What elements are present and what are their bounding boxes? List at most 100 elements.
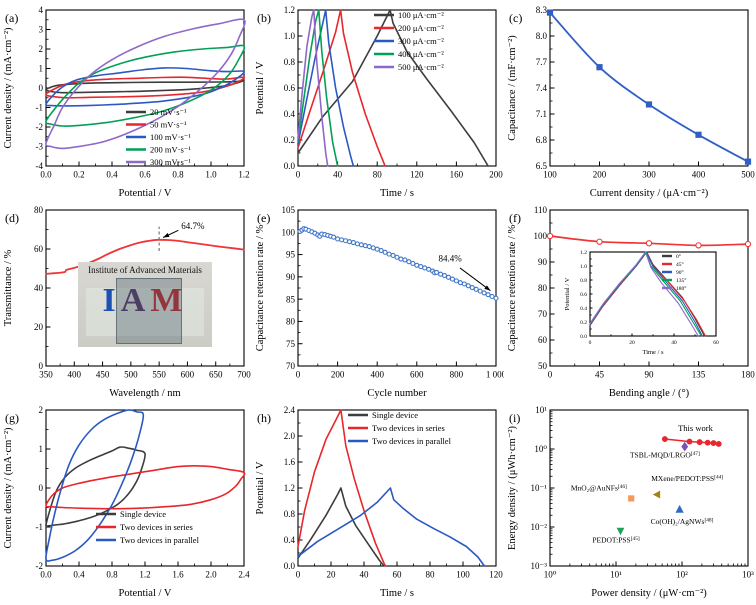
svg-text:0: 0 [296, 570, 301, 580]
svg-text:Potential / V: Potential / V [255, 61, 266, 114]
axes: 100 200 300 400 500 6.5 6.8 7.1 7.4 7.7 8.0 8.3 [536, 5, 756, 179]
svg-text:Energy density / (μWh·cm⁻²): Energy density / (μWh·cm⁻²) [507, 425, 518, 550]
svg-text:20: 20 [629, 340, 635, 346]
svg-text:400: 400 [692, 170, 706, 180]
svg-text:85: 85 [286, 294, 296, 304]
chart-h: 0 20 40 60 80 100 120 0.0 0.4 0.8 1.2 1.6 2.0 2.4 Time… [255, 405, 503, 599]
chart-f-bending-svg: 0 45 90 135 180 50 60 70 80 90 100 110 Bending angle… [507, 205, 755, 399]
svg-text:6.8: 6.8 [536, 135, 548, 145]
svg-text:TSBL-MQD/LRGO[47]: TSBL-MQD/LRGO[47] [630, 451, 700, 460]
svg-text:1.2: 1.2 [284, 5, 295, 15]
series-areal capacitance [546, 9, 752, 165]
svg-text:2.0: 2.0 [205, 570, 217, 580]
svg-text:200 μA·cm⁻²: 200 μA·cm⁻² [398, 23, 444, 33]
svg-text:200: 200 [593, 170, 607, 180]
svg-text:800: 800 [450, 370, 464, 380]
svg-text:400: 400 [68, 370, 82, 380]
svg-text:40: 40 [34, 283, 44, 293]
series-capacitance retention [297, 226, 499, 301]
svg-text:Time / s: Time / s [380, 188, 414, 199]
svg-text:(a): (a) [5, 11, 18, 25]
svg-text:40: 40 [360, 570, 370, 580]
svg-text:(b): (b) [257, 11, 271, 25]
svg-text:0: 0 [296, 370, 301, 380]
svg-text:1.2: 1.2 [139, 570, 150, 580]
chart-inset: 0 20 40 60 0.0 0.2 0.4 0.6 0.8 1.0 1.2 Time / s Pote… [564, 250, 719, 356]
svg-text:-4: -4 [36, 161, 44, 171]
series-50 mV·s⁻¹ [45, 76, 246, 99]
svg-text:1 000: 1 000 [486, 370, 504, 380]
svg-text:100: 100 [534, 231, 548, 241]
svg-text:70: 70 [286, 361, 296, 371]
svg-text:90: 90 [645, 370, 655, 380]
svg-text:(f): (f) [509, 211, 521, 225]
chart-b-gcd-svg: 0 40 80 120 160 200 0.0 0.2 0.4 0.6 0.8 1.0 1.2 Time … [255, 5, 503, 199]
svg-text:Two devices in parallel: Two devices in parallel [120, 535, 200, 545]
svg-text:2: 2 [39, 44, 44, 54]
svg-text:200: 200 [331, 370, 345, 380]
chart-h-gcd-devices-svg: 0 20 40 60 80 100 120 0.0 0.4 0.8 1.2 1.6 2.0 2.4 Time… [255, 405, 503, 599]
svg-text:0: 0 [589, 340, 592, 346]
panel-a-cv-scan-rates: 0.0 0.2 0.4 0.6 0.8 1.0 1.2 -4 -3 -2 -1 0 1 2 3 4 Potent… [0, 0, 252, 200]
panel-c-capacitance-vs-current: 100 200 300 400 500 6.5 6.8 7.1 7.4 7.7 8.0 8.3 Curr… [504, 0, 756, 200]
svg-text:1.2: 1.2 [284, 483, 295, 493]
axes: 0.0 0.4 0.8 1.2 1.6 2.0 2.4 -2 -1 0 1 2 [36, 405, 251, 579]
iam-photo-inset: Institute of Advanced Materials IAM [78, 262, 212, 347]
chart-c: 100 200 300 400 500 6.5 6.8 7.1 7.4 7.7 8.0 8.3 Curr… [507, 5, 755, 199]
svg-text:0.2: 0.2 [580, 320, 587, 326]
svg-text:650: 650 [209, 370, 223, 380]
panel-h-gcd-device-combinations: 0 20 40 60 80 100 120 0.0 0.4 0.8 1.2 1.6 2.0 2.4 Time… [252, 400, 504, 602]
svg-text:1: 1 [39, 64, 44, 74]
svg-text:8.3: 8.3 [536, 5, 548, 15]
svg-text:20: 20 [327, 570, 337, 580]
legend: Single device Two devices in series Two de… [348, 410, 452, 446]
svg-text:100: 100 [282, 227, 296, 237]
panel-g-cv-device-combinations: 0.0 0.4 0.8 1.2 1.6 2.0 2.4 -2 -1 0 1 2 Potential / … [0, 400, 252, 602]
svg-text:80: 80 [286, 317, 296, 327]
svg-text:300: 300 [642, 170, 656, 180]
svg-text:80: 80 [426, 570, 436, 580]
svg-text:0.4: 0.4 [73, 570, 85, 580]
series-200 μA·cm⁻² [297, 9, 386, 167]
iam-letter-i: I [102, 282, 121, 319]
series-500 μA·cm⁻² [297, 9, 329, 167]
chart-c-capacitance-svg: 100 200 300 400 500 6.5 6.8 7.1 7.4 7.7 8.0 8.3 Curr… [507, 5, 755, 199]
series-200 mV·s⁻¹ [45, 44, 246, 127]
svg-text:0.4: 0.4 [284, 535, 296, 545]
svg-text:700: 700 [237, 370, 251, 380]
svg-text:(h): (h) [257, 411, 271, 425]
svg-text:105: 105 [282, 205, 296, 215]
svg-text:-1: -1 [36, 522, 44, 532]
svg-text:100 mV·s⁻¹: 100 mV·s⁻¹ [150, 132, 191, 142]
svg-text:64.7%: 64.7% [181, 221, 205, 231]
svg-text:-2: -2 [36, 561, 44, 571]
svg-text:350: 350 [39, 370, 53, 380]
svg-text:Transmittance / %: Transmittance / % [3, 249, 14, 326]
svg-text:Time / s: Time / s [642, 349, 664, 356]
svg-text:0°: 0° [676, 253, 681, 260]
svg-text:(g): (g) [5, 411, 19, 425]
svg-text:7.1: 7.1 [536, 109, 547, 119]
glass-slide [86, 288, 204, 336]
svg-text:0.6: 0.6 [580, 292, 587, 298]
iam-letter-a: A [120, 282, 151, 319]
svg-text:10⁻¹: 10⁻¹ [531, 483, 548, 493]
svg-text:0.6: 0.6 [139, 170, 151, 180]
svg-text:(i): (i) [509, 411, 520, 425]
svg-text:0.0: 0.0 [40, 570, 52, 580]
svg-text:2.4: 2.4 [284, 405, 296, 415]
svg-text:1.6: 1.6 [172, 570, 184, 580]
svg-text:0: 0 [39, 483, 44, 493]
chart-e-retention-svg: 0 200 400 600 800 1 000 70 75 80 85 90 95 100 105 Cycl… [255, 205, 507, 399]
svg-text:300 μA·cm⁻²: 300 μA·cm⁻² [398, 36, 444, 46]
svg-text:(c): (c) [509, 11, 522, 25]
svg-text:0: 0 [39, 361, 44, 371]
svg-text:0.0: 0.0 [284, 561, 296, 571]
svg-text:4: 4 [39, 5, 44, 15]
series-300 μA·cm⁻² [297, 9, 355, 167]
svg-text:10⁰: 10⁰ [544, 570, 557, 580]
series-300 mV·s⁻¹ [45, 18, 246, 150]
svg-text:0.8: 0.8 [284, 57, 296, 67]
svg-text:2: 2 [39, 405, 44, 415]
